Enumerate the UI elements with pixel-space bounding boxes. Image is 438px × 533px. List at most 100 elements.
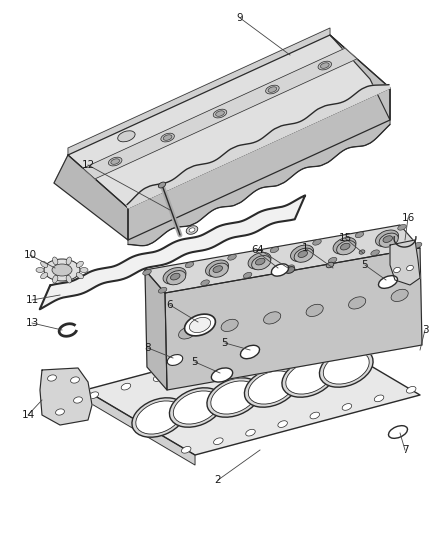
Ellipse shape bbox=[383, 236, 392, 243]
Ellipse shape bbox=[213, 109, 227, 118]
Text: 5: 5 bbox=[192, 357, 198, 367]
Ellipse shape bbox=[189, 318, 211, 333]
Ellipse shape bbox=[53, 275, 58, 283]
Ellipse shape bbox=[265, 85, 279, 94]
Ellipse shape bbox=[228, 254, 236, 260]
Polygon shape bbox=[85, 390, 195, 465]
Text: 10: 10 bbox=[24, 250, 36, 260]
Ellipse shape bbox=[398, 224, 406, 230]
Ellipse shape bbox=[371, 250, 379, 256]
Ellipse shape bbox=[189, 228, 195, 232]
Ellipse shape bbox=[250, 349, 259, 356]
Text: 5: 5 bbox=[362, 260, 368, 270]
Polygon shape bbox=[83, 49, 357, 179]
Ellipse shape bbox=[251, 256, 271, 270]
Ellipse shape bbox=[214, 438, 223, 445]
Ellipse shape bbox=[406, 386, 416, 393]
Polygon shape bbox=[68, 28, 330, 155]
Ellipse shape bbox=[340, 243, 350, 250]
Ellipse shape bbox=[41, 272, 48, 279]
Text: 4: 4 bbox=[257, 245, 263, 255]
Polygon shape bbox=[54, 155, 128, 240]
Ellipse shape bbox=[166, 271, 186, 285]
Text: 9: 9 bbox=[237, 13, 244, 23]
Ellipse shape bbox=[201, 280, 209, 286]
Text: 2: 2 bbox=[215, 475, 221, 485]
Ellipse shape bbox=[282, 341, 291, 347]
Text: 15: 15 bbox=[339, 233, 352, 243]
Ellipse shape bbox=[185, 366, 195, 373]
Ellipse shape bbox=[337, 240, 356, 255]
Ellipse shape bbox=[349, 297, 366, 309]
Ellipse shape bbox=[389, 426, 407, 438]
Ellipse shape bbox=[240, 345, 260, 359]
Text: 12: 12 bbox=[81, 160, 95, 170]
Ellipse shape bbox=[173, 391, 219, 424]
Ellipse shape bbox=[136, 401, 182, 434]
Polygon shape bbox=[145, 270, 167, 390]
Polygon shape bbox=[330, 35, 390, 120]
Ellipse shape bbox=[74, 397, 82, 403]
Ellipse shape bbox=[270, 247, 279, 253]
Ellipse shape bbox=[318, 61, 332, 70]
Text: 3: 3 bbox=[422, 325, 428, 335]
Ellipse shape bbox=[89, 392, 99, 399]
Ellipse shape bbox=[406, 265, 413, 271]
Ellipse shape bbox=[285, 266, 295, 273]
Ellipse shape bbox=[121, 383, 131, 390]
Ellipse shape bbox=[161, 133, 174, 142]
Ellipse shape bbox=[36, 268, 44, 272]
Ellipse shape bbox=[153, 375, 163, 382]
Ellipse shape bbox=[413, 243, 422, 248]
Ellipse shape bbox=[170, 273, 180, 280]
Ellipse shape bbox=[264, 312, 281, 324]
Ellipse shape bbox=[218, 358, 227, 364]
Ellipse shape bbox=[290, 245, 314, 262]
Ellipse shape bbox=[375, 230, 399, 247]
Ellipse shape bbox=[255, 259, 265, 265]
Ellipse shape bbox=[323, 351, 369, 384]
Ellipse shape bbox=[41, 261, 48, 268]
Ellipse shape bbox=[333, 238, 356, 254]
Ellipse shape bbox=[221, 319, 238, 332]
Ellipse shape bbox=[209, 263, 228, 277]
Ellipse shape bbox=[215, 111, 224, 116]
Ellipse shape bbox=[248, 371, 294, 404]
Polygon shape bbox=[40, 368, 92, 425]
Ellipse shape bbox=[76, 272, 83, 279]
Ellipse shape bbox=[71, 377, 79, 383]
Ellipse shape bbox=[213, 266, 223, 272]
Ellipse shape bbox=[378, 276, 398, 288]
Ellipse shape bbox=[163, 268, 186, 284]
Ellipse shape bbox=[355, 232, 364, 238]
Ellipse shape bbox=[294, 248, 313, 262]
Ellipse shape bbox=[56, 409, 64, 415]
Ellipse shape bbox=[326, 262, 334, 268]
Ellipse shape bbox=[394, 268, 400, 273]
Text: 1: 1 bbox=[302, 243, 308, 253]
Polygon shape bbox=[85, 330, 420, 455]
Ellipse shape bbox=[167, 354, 183, 366]
Ellipse shape bbox=[111, 159, 120, 164]
Ellipse shape bbox=[184, 314, 215, 336]
Polygon shape bbox=[127, 85, 390, 208]
Ellipse shape bbox=[66, 275, 71, 283]
Text: 6: 6 bbox=[252, 245, 258, 255]
Text: 11: 11 bbox=[25, 295, 39, 305]
Ellipse shape bbox=[76, 261, 83, 268]
Text: 7: 7 bbox=[402, 445, 408, 455]
Ellipse shape bbox=[298, 251, 307, 257]
Polygon shape bbox=[390, 240, 420, 285]
Ellipse shape bbox=[319, 348, 373, 387]
Text: 6: 6 bbox=[167, 300, 173, 310]
Ellipse shape bbox=[342, 403, 352, 410]
Text: 5: 5 bbox=[222, 338, 228, 348]
Ellipse shape bbox=[286, 361, 332, 394]
Ellipse shape bbox=[158, 287, 167, 293]
Ellipse shape bbox=[314, 332, 324, 338]
Ellipse shape bbox=[212, 368, 233, 382]
Ellipse shape bbox=[379, 233, 398, 247]
Ellipse shape bbox=[359, 250, 365, 254]
Ellipse shape bbox=[211, 381, 257, 414]
Ellipse shape bbox=[163, 135, 172, 140]
